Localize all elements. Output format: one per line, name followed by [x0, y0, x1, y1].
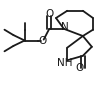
Text: O: O [45, 8, 53, 19]
Text: N: N [60, 22, 68, 32]
Text: NH: NH [57, 58, 72, 68]
Text: O: O [75, 63, 84, 73]
Text: O: O [38, 36, 46, 46]
